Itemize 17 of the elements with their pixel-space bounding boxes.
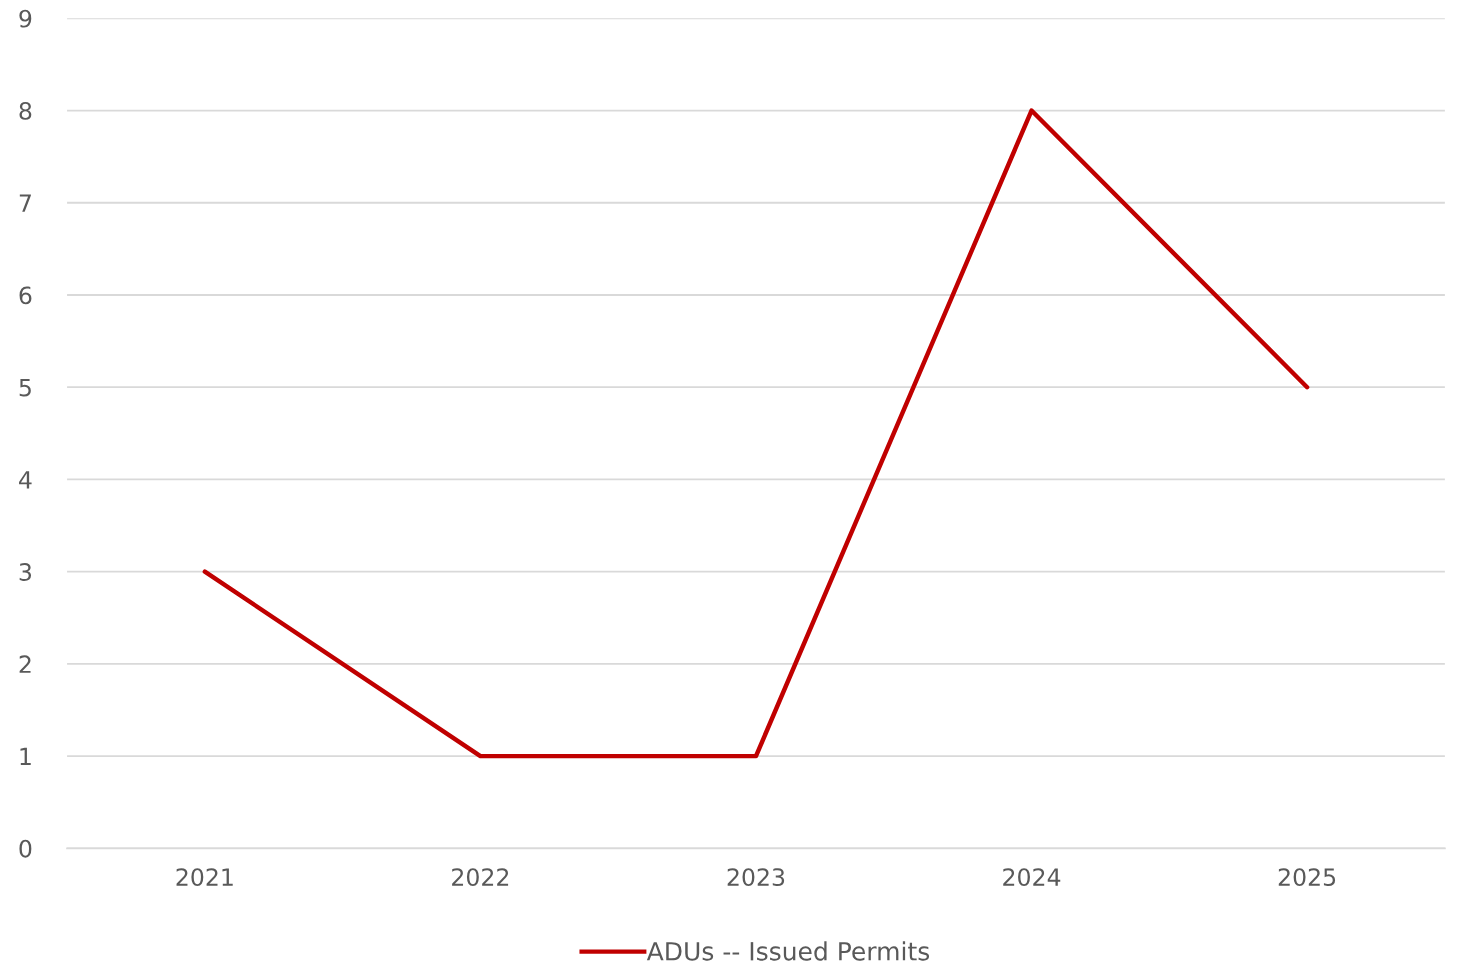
y-tick-label: 1 [20, 747, 31, 766]
x-tick-label: 2025 [1278, 868, 1336, 887]
x-tick-label: 2022 [452, 868, 509, 887]
x-tick-label: 2021 [176, 868, 233, 887]
y-tick-label: 6 [19, 286, 32, 305]
x-tick-label: 2024 [1003, 868, 1061, 887]
y-tick-label: 7 [19, 194, 31, 212]
legend-label: ADUs -- Issued Permits [646, 941, 930, 961]
y-tick-label: 3 [19, 563, 32, 581]
x-tick-label: 2023 [727, 868, 785, 887]
y-tick-label: 0 [19, 839, 32, 858]
y-tick-label: 8 [19, 101, 32, 120]
y-tick-label: 5 [19, 378, 31, 397]
line-series [202, 108, 1310, 759]
y-tick-label: 4 [19, 471, 32, 489]
y-tick-label: 2 [19, 655, 31, 673]
y-tick-label: 9 [19, 9, 32, 28]
